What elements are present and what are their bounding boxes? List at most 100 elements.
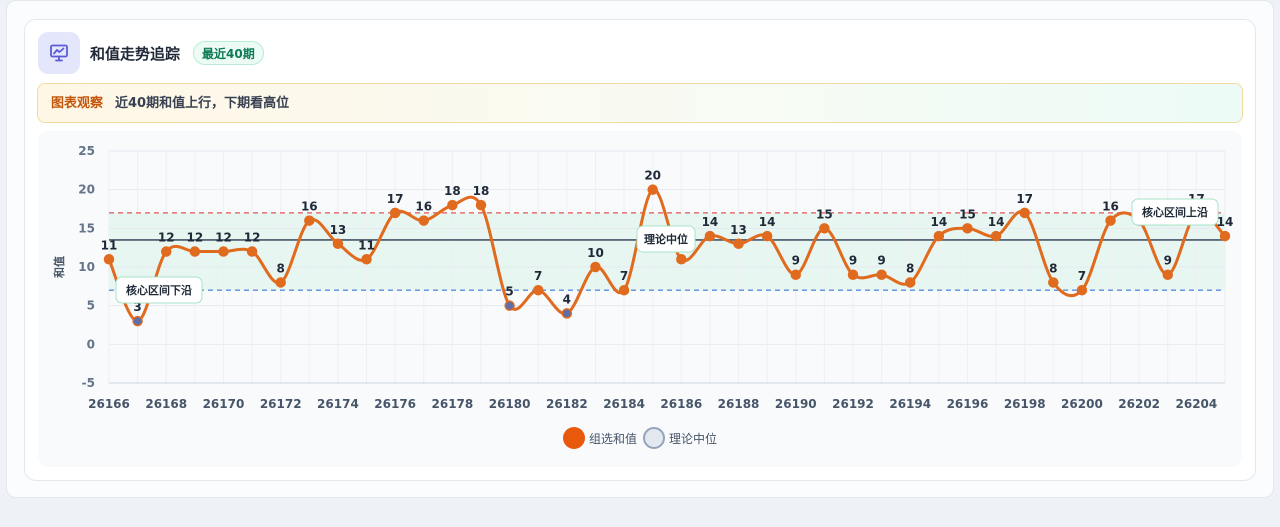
data-point bbox=[618, 284, 630, 296]
data-point bbox=[447, 199, 458, 211]
legend-swatch-sum bbox=[562, 427, 585, 449]
x-tick-label: 26174 bbox=[317, 397, 359, 411]
data-label: 16 bbox=[301, 200, 318, 214]
data-label: 8 bbox=[277, 261, 285, 275]
median-label: 理论中位 bbox=[644, 232, 688, 246]
data-point bbox=[1019, 207, 1030, 219]
data-point bbox=[246, 246, 258, 257]
data-label: 12 bbox=[215, 231, 232, 245]
data-point bbox=[389, 207, 401, 219]
data-point bbox=[790, 269, 802, 280]
x-tick-label: 26168 bbox=[145, 397, 187, 411]
data-point bbox=[847, 269, 859, 280]
data-point bbox=[1048, 277, 1059, 288]
data-point bbox=[761, 230, 773, 242]
y-axis-label: 和值 bbox=[52, 256, 66, 278]
data-point bbox=[132, 315, 143, 327]
legend-label-sum: 组选和值 bbox=[588, 431, 637, 446]
y-tick-label: 5 bbox=[87, 299, 95, 313]
data-point bbox=[418, 215, 430, 226]
data-point bbox=[933, 230, 945, 242]
x-tick-label: 26198 bbox=[1004, 397, 1046, 411]
data-point bbox=[189, 246, 201, 257]
data-label: 3 bbox=[133, 300, 141, 314]
data-label: 14 bbox=[1217, 215, 1234, 229]
data-point bbox=[1105, 215, 1116, 226]
x-tick-label: 26176 bbox=[374, 397, 416, 411]
data-point bbox=[304, 215, 315, 226]
x-tick-label: 26166 bbox=[88, 397, 130, 411]
data-label: 12 bbox=[186, 231, 203, 245]
data-label: 17 bbox=[387, 192, 404, 206]
legend-swatch-median bbox=[643, 427, 665, 449]
data-point bbox=[475, 199, 487, 211]
x-tick-label: 26204 bbox=[1176, 397, 1218, 411]
sum-trend-chart: 25 20 15 10 5 0 -5 26166 26168 26170 26172 26174 261… bbox=[52, 144, 1234, 411]
x-tick-label: 26178 bbox=[432, 397, 474, 411]
data-point bbox=[160, 246, 172, 257]
data-point bbox=[361, 254, 372, 265]
data-label: 5 bbox=[505, 285, 513, 299]
y-tick-label: 15 bbox=[78, 221, 95, 235]
data-point bbox=[561, 308, 573, 319]
legend-item-median[interactable]: 理论中位 bbox=[643, 427, 717, 449]
data-label: 18 bbox=[473, 184, 490, 198]
period-badge: 最近40期 bbox=[193, 41, 264, 65]
data-point bbox=[704, 230, 716, 242]
data-point bbox=[1162, 269, 1174, 280]
data-point bbox=[876, 269, 887, 280]
data-point bbox=[1219, 230, 1231, 242]
series-line-sum bbox=[107, 188, 1227, 323]
lower-edge-label: 核心区间下沿 bbox=[126, 283, 192, 297]
data-point bbox=[332, 238, 344, 250]
x-tick-label: 26188 bbox=[718, 397, 760, 411]
card-title: 和值走势追踪 bbox=[90, 45, 181, 63]
median-label-box bbox=[636, 225, 696, 253]
data-point bbox=[504, 300, 515, 311]
data-point bbox=[103, 254, 115, 265]
chart-area: 25 20 15 10 5 0 -5 26166 26168 26170 26172 26174 261… bbox=[38, 131, 1242, 467]
data-point bbox=[275, 277, 286, 288]
data-label: 4 bbox=[563, 292, 571, 306]
data-point bbox=[532, 284, 544, 296]
y-tick-label: 0 bbox=[87, 337, 95, 351]
x-tick-label: 26190 bbox=[775, 397, 817, 411]
data-label: 17 bbox=[1016, 192, 1033, 206]
x-tick-label: 26172 bbox=[260, 397, 302, 411]
data-label: 9 bbox=[1164, 254, 1172, 268]
data-label: 16 bbox=[1102, 200, 1119, 214]
data-point bbox=[990, 230, 1002, 242]
data-label: 18 bbox=[444, 184, 461, 198]
data-point bbox=[962, 223, 973, 234]
upper-edge-label: 核心区间上沿 bbox=[1142, 205, 1208, 219]
data-label: 8 bbox=[1049, 261, 1057, 275]
data-label: 14 bbox=[759, 215, 776, 229]
data-label: 11 bbox=[358, 238, 375, 252]
observation-banner: 图表观察 近40期和值上行，下期看高位 bbox=[37, 83, 1243, 123]
y-tick-label: 20 bbox=[78, 183, 95, 197]
data-label: 9 bbox=[849, 254, 857, 268]
data-label: 10 bbox=[587, 246, 604, 260]
chart-legend: 组选和值 理论中位 bbox=[38, 425, 1242, 451]
data-label: 12 bbox=[244, 231, 261, 245]
chart-presentation-icon bbox=[50, 44, 68, 62]
data-label: 13 bbox=[330, 223, 347, 237]
x-tick-label: 26182 bbox=[546, 397, 588, 411]
x-tick-label: 26186 bbox=[660, 397, 702, 411]
data-label: 14 bbox=[930, 215, 947, 229]
x-tick-label: 26200 bbox=[1061, 397, 1103, 411]
x-tick-label: 26170 bbox=[203, 397, 245, 411]
data-label: 13 bbox=[730, 223, 747, 237]
legend-item-sum[interactable]: 组选和值 bbox=[562, 427, 637, 449]
x-tick-label: 26202 bbox=[1118, 397, 1160, 411]
header-icon-box bbox=[38, 32, 80, 74]
data-label: 16 bbox=[415, 200, 432, 214]
data-point bbox=[904, 277, 916, 288]
data-label: 15 bbox=[959, 207, 976, 221]
data-label: 11 bbox=[101, 238, 118, 252]
data-point bbox=[819, 223, 830, 234]
observation-label: 图表观察 bbox=[51, 96, 104, 111]
data-label: 12 bbox=[158, 231, 175, 245]
data-label: 9 bbox=[877, 254, 885, 268]
data-label: 7 bbox=[534, 269, 542, 283]
